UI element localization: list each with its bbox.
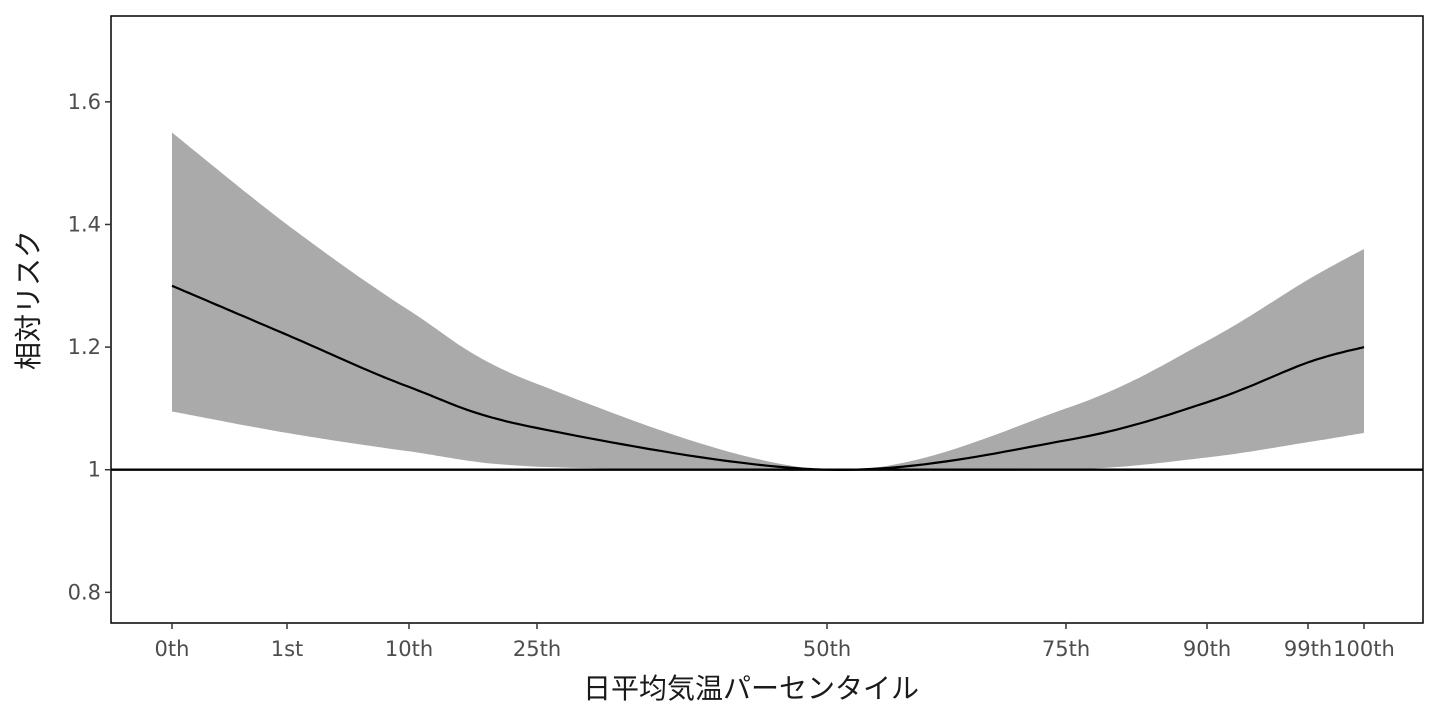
x-tick-label: 90th xyxy=(1183,637,1231,661)
x-tick-label: 100th xyxy=(1333,637,1395,661)
x-tick-label: 25th xyxy=(513,637,561,661)
x-tick-label: 1st xyxy=(271,637,304,661)
y-tick-label: 1.4 xyxy=(68,212,101,236)
x-tick-label: 75th xyxy=(1042,637,1090,661)
y-axis: 0.8 1 1.2 1.4 1.6 xyxy=(68,90,111,604)
x-axis: 0th 1st 10th 25th 50th 75th 90th 99th 100th xyxy=(155,623,1395,661)
y-tick-label: 0.8 xyxy=(68,580,101,604)
estimate-line xyxy=(171,284,1365,472)
x-tick-label: 99th xyxy=(1284,637,1332,661)
x-tick-label: 0th xyxy=(155,637,190,661)
plot-frame xyxy=(110,15,1424,624)
y-tick-label: 1.6 xyxy=(68,90,101,114)
y-axis-title: 相対リスク xyxy=(12,230,45,370)
confidence-band xyxy=(172,132,1364,471)
x-tick-label: 50th xyxy=(803,637,851,661)
x-axis-title: 日平均気温パーセンタイル xyxy=(583,672,919,705)
estimate-line-layer xyxy=(171,284,1365,472)
y-tick-label: 1 xyxy=(88,458,101,482)
y-tick-label: 1.2 xyxy=(68,335,101,359)
confidence-band-layer xyxy=(172,132,1364,471)
x-tick-label: 10th xyxy=(385,637,433,661)
